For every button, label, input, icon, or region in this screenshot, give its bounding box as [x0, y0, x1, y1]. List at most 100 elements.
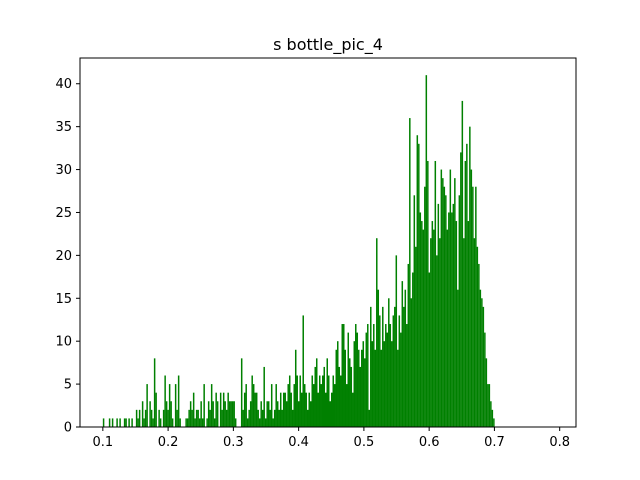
histogram-bar [189, 401, 192, 427]
histogram-bar [371, 341, 374, 427]
y-tick-label: 35 [55, 120, 72, 135]
histogram-bar [398, 315, 401, 427]
histogram-bar [476, 246, 479, 427]
histogram-bar [198, 418, 201, 427]
histogram-bar [383, 341, 386, 427]
histogram-bar [255, 392, 258, 427]
histogram-bar [123, 418, 126, 427]
histogram-bar [430, 238, 432, 427]
histogram-bar [328, 375, 330, 427]
histogram-bar [457, 289, 459, 427]
histogram-bar [294, 349, 297, 427]
histogram-bar [458, 195, 461, 427]
histogram-bar [222, 392, 225, 427]
histogram-bar [362, 341, 365, 427]
histogram-bar [299, 375, 301, 427]
histogram-bar [206, 418, 208, 427]
histogram-bar [388, 298, 390, 427]
histogram-bar [266, 401, 268, 427]
histogram-bar [165, 401, 168, 427]
histogram-bar [341, 324, 344, 427]
histogram-bar [401, 281, 404, 427]
histogram-bar [472, 186, 474, 427]
histogram-bar [377, 289, 380, 427]
histogram-bar [449, 169, 452, 427]
y-tick-label: 25 [55, 206, 72, 221]
histogram-bar [389, 324, 392, 427]
histogram-bar [119, 418, 121, 427]
histogram-bar [185, 418, 187, 427]
histogram-bar [329, 401, 331, 427]
histogram-bar [141, 401, 144, 427]
histogram-bar [356, 332, 359, 427]
histogram-bar [269, 409, 271, 427]
histogram-bar [325, 392, 327, 427]
histogram-bar [487, 384, 489, 427]
histogram-bar [446, 229, 449, 427]
histogram-bar [164, 375, 166, 427]
x-tick-label: 0.5 [354, 435, 375, 450]
histogram-bar [143, 418, 145, 427]
histogram-bar [415, 246, 417, 427]
histogram-bar [493, 418, 495, 427]
histogram-bar [150, 409, 153, 427]
histogram-bar [463, 238, 465, 427]
histogram-bar [291, 409, 294, 427]
histogram-bar [138, 409, 141, 427]
histogram-bar [332, 375, 334, 427]
histogram-bar [335, 349, 338, 427]
y-tick-label: 0 [64, 421, 72, 436]
histogram-bar [484, 332, 486, 427]
histogram-bar [376, 238, 378, 427]
histogram-bar [131, 418, 133, 427]
histogram-bar [168, 384, 171, 427]
histogram-bar [228, 401, 231, 427]
x-tick-label: 0.7 [484, 435, 505, 450]
histogram-bar [338, 366, 341, 427]
histogram-bar [461, 100, 464, 427]
histogram-bar [312, 384, 315, 427]
histogram-bar [439, 238, 441, 427]
plot-frame [79, 57, 577, 428]
histogram-bar [350, 366, 353, 427]
histogram-bar [144, 409, 147, 427]
histogram-bar [264, 418, 267, 427]
histogram-bar [233, 401, 235, 427]
histogram-bar [488, 384, 491, 427]
histogram-bar [337, 341, 339, 427]
histogram-bar [195, 409, 198, 427]
histogram-bar [285, 401, 288, 427]
histogram-bar [346, 384, 348, 427]
histogram-bar [407, 263, 410, 427]
histogram-bar [425, 75, 428, 427]
histogram-bar [153, 358, 156, 427]
histogram-bar [380, 349, 383, 427]
histogram-bar [478, 263, 480, 427]
histogram-bar [207, 401, 210, 427]
histogram-bar [344, 349, 347, 427]
histogram-bar [252, 384, 255, 427]
histogram-bar [437, 203, 440, 427]
histogram-bar [440, 169, 443, 427]
histogram-bar [343, 324, 345, 427]
histogram-bar [391, 341, 393, 427]
histogram-bar [176, 409, 178, 427]
y-tick-label: 40 [55, 77, 72, 92]
histogram-bar [365, 332, 368, 427]
histogram-bar [454, 178, 456, 427]
histogram-bar [240, 358, 243, 427]
histogram-bar [374, 349, 377, 427]
histogram-bar [219, 392, 222, 427]
histogram-bar [443, 186, 446, 427]
histogram-bar [485, 358, 488, 427]
histogram-bar [278, 409, 280, 427]
histogram-bar [258, 418, 261, 427]
histogram-bar [254, 392, 256, 427]
histogram-bar [359, 366, 362, 427]
histogram-bar [159, 418, 162, 427]
histogram-bar [469, 126, 471, 428]
histogram-bar [364, 358, 366, 427]
histogram-bar [216, 401, 219, 427]
histogram-bar [412, 272, 414, 427]
histogram-bar [442, 178, 444, 427]
